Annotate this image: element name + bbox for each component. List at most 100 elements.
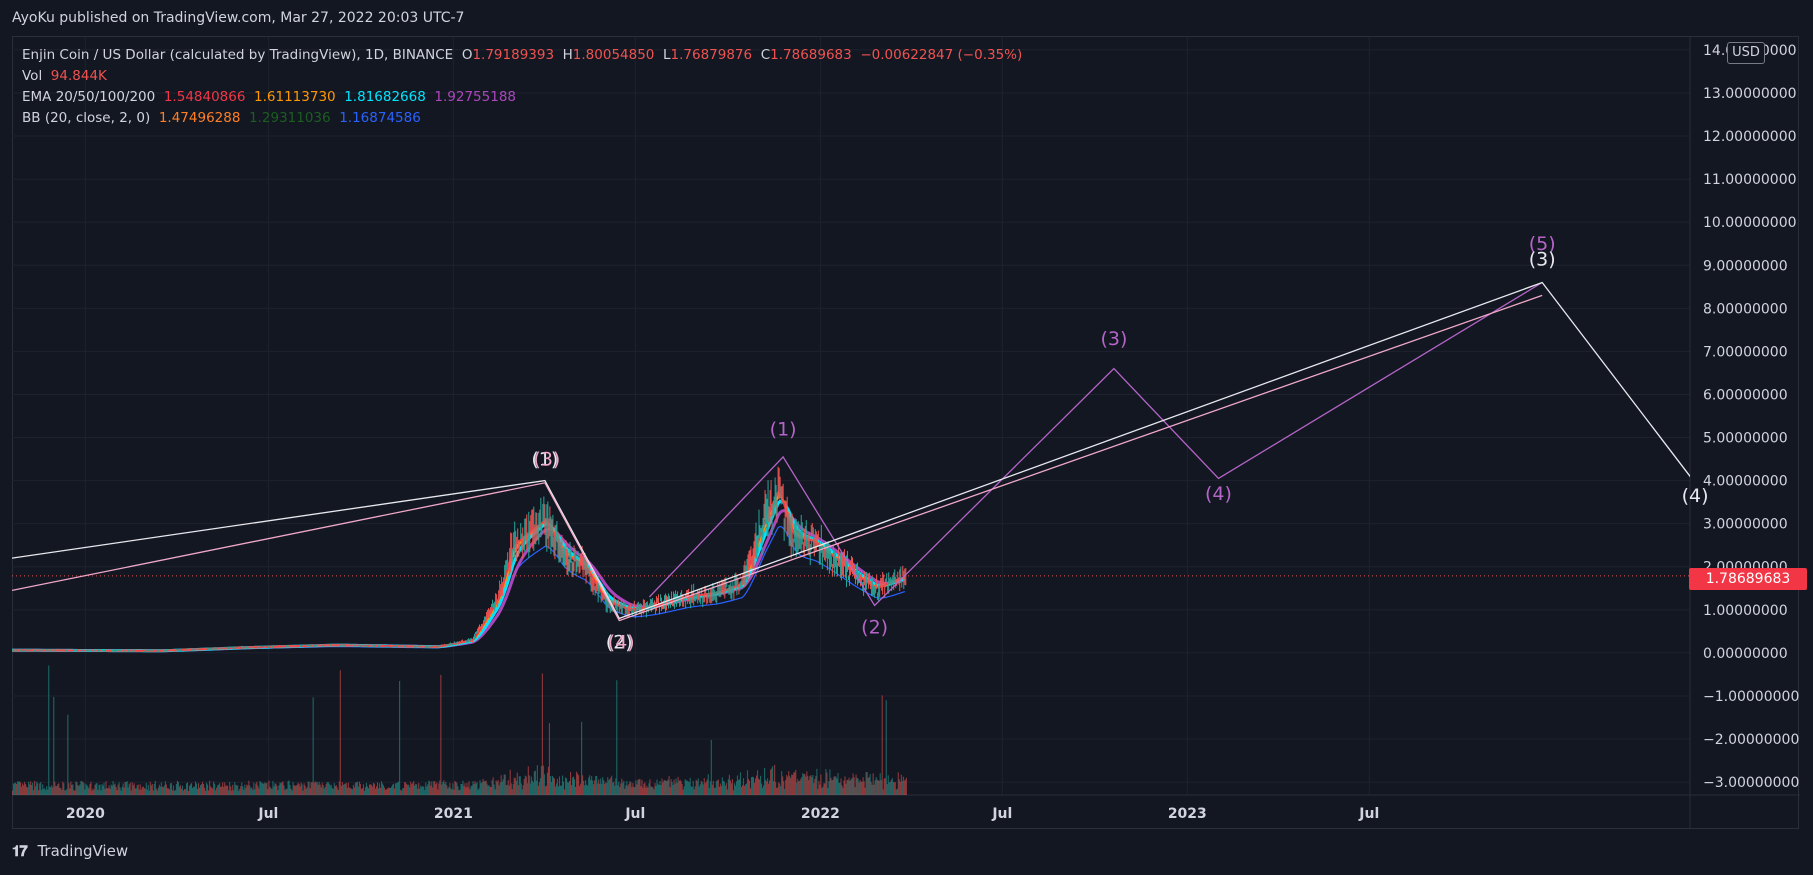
volume-bar	[172, 785, 174, 795]
volume-bar	[842, 787, 844, 795]
volume-bar	[487, 785, 489, 795]
volume-bar	[831, 780, 833, 795]
volume-bar	[119, 787, 121, 795]
open-label: O	[461, 47, 473, 63]
volume-bar	[656, 779, 658, 795]
volume-bars	[12, 665, 907, 795]
volume-bar	[902, 776, 904, 795]
volume-bar	[325, 783, 327, 795]
volume-bar	[572, 777, 574, 795]
volume-bar	[592, 780, 594, 795]
volume-bar	[147, 784, 149, 795]
volume-bar	[94, 784, 96, 795]
volume-bar	[628, 784, 630, 795]
volume-bar	[622, 782, 624, 795]
volume-bar	[273, 786, 275, 795]
volume-bar	[188, 785, 191, 795]
volume-bar	[609, 779, 611, 795]
volume-bar	[142, 786, 144, 795]
currency-button[interactable]: USD	[1727, 42, 1765, 64]
volume-bar	[473, 783, 475, 795]
volume-bar	[370, 784, 373, 795]
volume-bar	[820, 774, 822, 795]
volume-bar	[512, 784, 514, 795]
volume-bar	[57, 784, 59, 795]
volume-bar	[722, 780, 724, 795]
volume-bar	[904, 779, 906, 795]
volume-bar	[562, 781, 565, 795]
legend-bb-row[interactable]: BB (20, close, 2, 0) 1.47496288 1.293110…	[22, 108, 1022, 129]
volume-bar	[337, 789, 339, 795]
volume-bar	[237, 785, 239, 795]
ema100-value: 1.81682668	[344, 89, 426, 105]
volume-bar	[662, 782, 664, 795]
volume-bar	[593, 784, 595, 795]
legend-ema-row[interactable]: EMA 20/50/100/200 1.54840866 1.61113730 …	[22, 87, 1022, 108]
volume-bar	[410, 781, 412, 795]
volume-bar	[867, 778, 869, 795]
wave-label: (2)	[861, 616, 888, 638]
volume-bar	[375, 786, 378, 795]
volume-bar	[826, 772, 828, 795]
volume-bar	[472, 781, 474, 795]
volume-bar	[281, 782, 283, 795]
volume-bar	[280, 783, 282, 795]
volume-bar	[546, 772, 548, 795]
volume-bar	[664, 780, 666, 795]
volume-bar	[169, 783, 171, 795]
volume-bar	[767, 778, 769, 795]
symbol-name[interactable]: Enjin Coin / US Dollar (calculated by Tr…	[22, 47, 454, 63]
close-value: 1.78689683	[770, 47, 852, 63]
volume-bar	[607, 777, 609, 795]
legend-volume-row[interactable]: Vol 94.844K	[22, 66, 1022, 87]
chart-frame[interactable]	[12, 36, 1799, 829]
volume-bar	[333, 783, 335, 795]
volume-bar	[277, 790, 279, 795]
volume-bar	[112, 781, 114, 795]
volume-bar	[889, 781, 891, 795]
volume-bar	[157, 787, 159, 795]
volume-bar	[848, 777, 850, 795]
volume-bar	[470, 786, 472, 795]
volume-bar	[453, 789, 455, 795]
volume-bar	[208, 790, 210, 795]
volume-bar	[221, 786, 223, 795]
volume-bar	[763, 785, 765, 795]
volume-bar	[67, 714, 69, 795]
volume-bar	[179, 785, 182, 795]
volume-bar	[465, 787, 467, 795]
footer-brand[interactable]: 𝟏𝟕 TradingView	[12, 842, 128, 866]
volume-bar	[127, 787, 129, 795]
volume-bar	[349, 787, 351, 795]
volume-bar	[425, 782, 427, 795]
volume-bar	[866, 771, 868, 795]
volume-bar	[861, 781, 863, 795]
volume-bar	[152, 790, 154, 795]
volume-bar	[557, 786, 560, 795]
volume-bar	[683, 786, 685, 795]
volume-bar	[339, 670, 341, 795]
low-value: 1.76879876	[670, 47, 753, 63]
volume-bar	[296, 784, 298, 795]
volume-bar	[700, 780, 702, 795]
volume-bar	[493, 784, 495, 795]
volume-bar	[691, 786, 693, 795]
volume-bar	[704, 783, 706, 795]
volume-bar	[508, 785, 510, 795]
volume-bar	[706, 779, 708, 795]
volume-bar	[649, 779, 651, 795]
volume-bar	[274, 783, 276, 795]
volume-bar	[780, 786, 782, 795]
volume-bar	[203, 783, 205, 795]
volume-bar	[877, 780, 879, 795]
change-value: −0.00622847 (−0.35%)	[860, 47, 1023, 63]
volume-bar	[551, 775, 553, 795]
volume-bar	[299, 786, 301, 795]
volume-bar	[796, 782, 798, 795]
volume-bar	[55, 785, 57, 795]
volume-bar	[120, 790, 122, 795]
volume-bar	[534, 770, 536, 795]
price-axis-label: 12.00000000	[1703, 129, 1797, 145]
volume-bar	[140, 789, 142, 795]
